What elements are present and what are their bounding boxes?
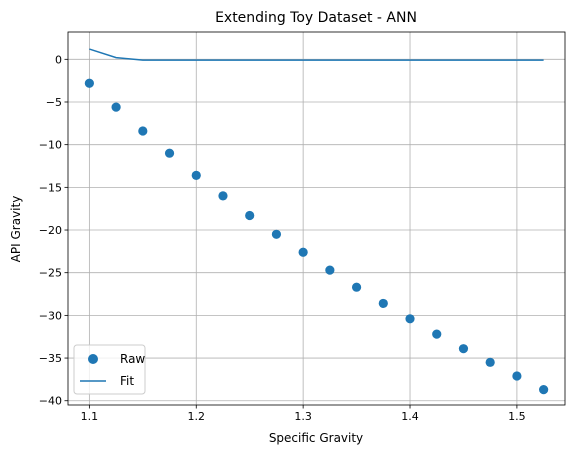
plot-frame [67,31,566,406]
raw-point [111,102,121,112]
legend-fit-label: Fit [120,374,134,388]
y-tick-label: −40 [39,395,62,408]
y-tick-label: −35 [39,352,62,365]
raw-point [405,314,415,324]
x-axis-ticks: 1.1 1.2 1.3 1.4 1.5 [81,405,526,423]
y-tick-label: −15 [39,181,62,194]
raw-point [325,265,335,275]
legend: Raw Fit [73,344,146,395]
raw-point [245,210,255,221]
legend-raw-marker [88,354,98,364]
raw-point [164,148,175,158]
legend-raw-label: Raw [120,352,145,366]
y-axis-label: API Gravity [9,196,23,263]
y-tick-label: −20 [39,224,62,237]
y-tick-label: 0 [55,53,62,66]
y-axis-ticks: 0 −5 −10 −15 −20 −25 −30 −35 −40 [39,53,68,408]
raw-point [485,357,495,367]
raw-point [432,329,442,339]
raw-point [539,385,549,395]
x-tick-label: 1.4 [401,410,419,423]
raw-point [271,229,282,239]
y-tick-label: −25 [39,267,62,280]
x-tick-label: 1.5 [508,410,526,423]
x-axis-label: Specific Gravity [269,431,363,445]
grid [68,32,565,405]
raw-point [138,126,148,136]
raw-point [378,298,388,309]
chart-title: Extending Toy Dataset - ANN [215,10,417,26]
y-tick-label: −5 [46,96,62,109]
raw-point [191,170,201,180]
raw-series [84,78,549,395]
raw-point [84,78,94,88]
x-tick-label: 1.1 [81,410,99,423]
y-tick-label: −30 [39,309,62,322]
fit-series [89,48,544,61]
raw-point [458,344,469,354]
x-tick-label: 1.3 [294,410,312,423]
x-tick-label: 1.2 [188,410,206,423]
raw-point [512,371,522,381]
raw-point [218,191,228,201]
raw-point [351,282,362,292]
fit-line [89,48,544,61]
y-tick-label: −10 [39,139,62,152]
raw-point [298,247,308,257]
